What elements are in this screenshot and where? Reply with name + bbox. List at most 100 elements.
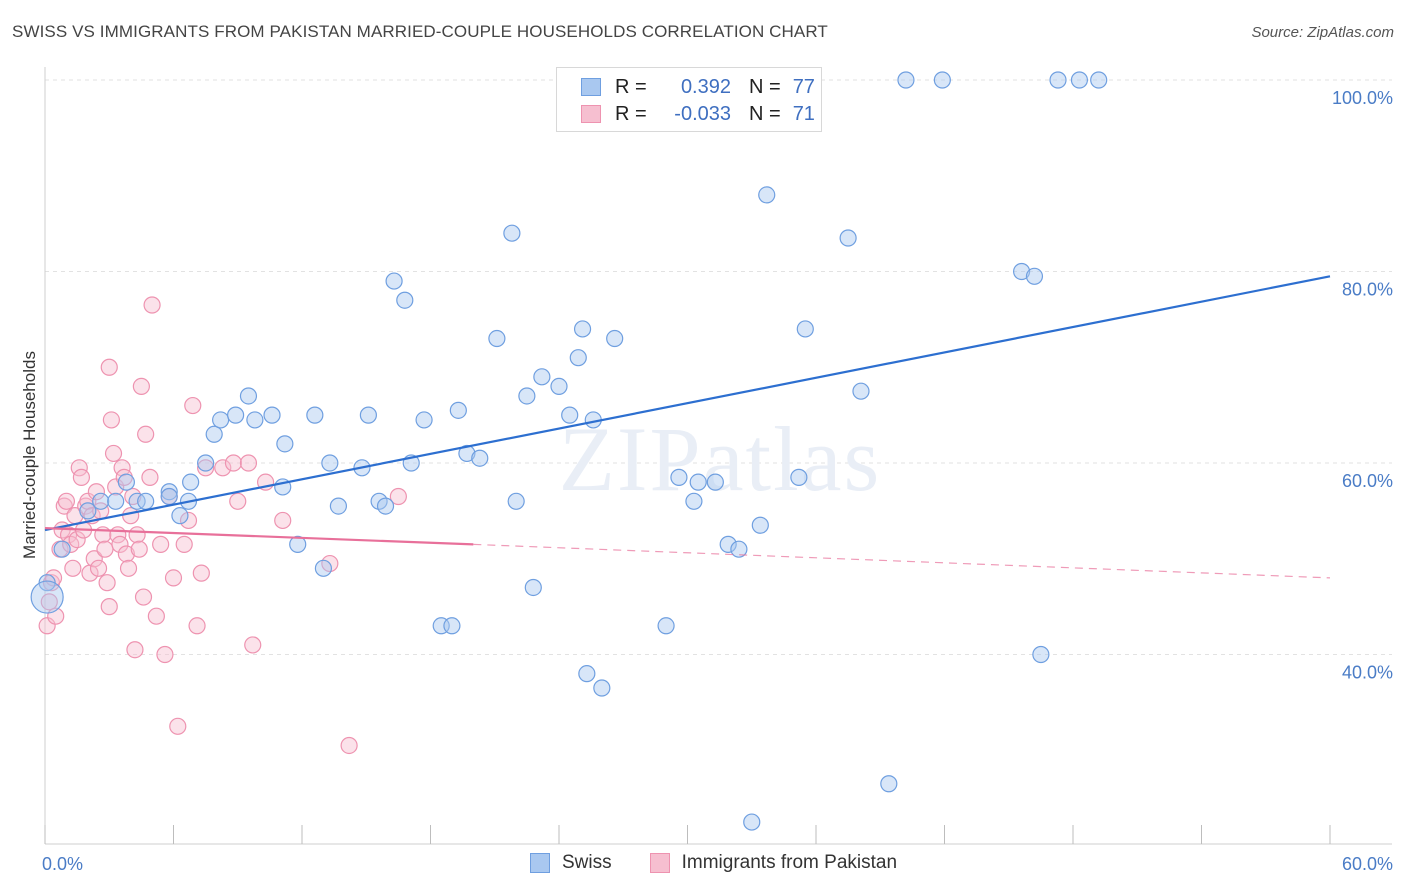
- pakistan-point: [274, 511, 292, 530]
- swiss-point: [443, 617, 461, 635]
- pakistan-point: [244, 636, 262, 654]
- swiss-point: [606, 329, 624, 348]
- pakistan-series: [38, 296, 407, 755]
- x-tick-label: 60.0%: [1342, 854, 1393, 874]
- pakistan-point: [134, 588, 153, 606]
- pakistan-point: [64, 559, 82, 577]
- pakistan-point: [164, 569, 183, 587]
- pakistan-point: [122, 507, 140, 525]
- pakistan-legend-swatch: [649, 853, 670, 873]
- swiss-point: [471, 449, 489, 467]
- swiss-point: [458, 444, 476, 463]
- swiss-point: [92, 492, 110, 510]
- correlation-legend: R = 0.392 N = 77 R = -0.033 N = 71: [556, 67, 822, 132]
- pakistan-point: [130, 540, 148, 558]
- swiss-point: [524, 578, 542, 597]
- pakistan-point: [239, 454, 258, 472]
- swiss-point: [533, 368, 551, 386]
- swiss-r-value: 0.392: [680, 75, 731, 98]
- pakistan-point: [57, 492, 76, 510]
- pakistan-point: [184, 396, 202, 415]
- y-tick-label: 60.0%: [1342, 471, 1393, 491]
- swiss-point: [670, 468, 688, 486]
- swiss-point: [289, 535, 307, 553]
- pakistan-point: [102, 411, 120, 429]
- swiss-r-label: R =: [615, 75, 647, 98]
- swiss-point: [321, 454, 339, 472]
- pakistan-trend-line: [44, 527, 474, 546]
- pakistan-point: [197, 459, 215, 477]
- swiss-point: [376, 497, 395, 515]
- pakistan-swatch: [581, 105, 601, 123]
- pakistan-n-label: N =: [749, 102, 781, 125]
- swiss-point: [839, 229, 857, 247]
- pakistan-point: [100, 358, 118, 376]
- pakistan-point: [85, 550, 103, 568]
- y-tick-label: 80.0%: [1342, 280, 1393, 300]
- pakistan-point: [111, 535, 129, 553]
- pakistan-point: [107, 478, 125, 496]
- pakistan-legend-label: Immigrants from Pakistan: [681, 852, 898, 873]
- swiss-point: [751, 516, 769, 534]
- pakistan-point: [117, 545, 135, 563]
- pakistan-point: [68, 530, 86, 549]
- swiss-point: [53, 540, 71, 558]
- swiss-point: [276, 435, 294, 453]
- pakistan-point: [192, 564, 210, 582]
- swiss-point: [396, 291, 414, 309]
- swiss-point: [1070, 71, 1089, 89]
- legend-item-pakistan: Immigrants from Pakistan: [649, 852, 898, 874]
- y-tick-label: 40.0%: [1342, 663, 1393, 683]
- swiss-point: [239, 387, 258, 405]
- swiss-point: [796, 320, 814, 338]
- axes: [44, 67, 1392, 845]
- pakistan-point: [89, 559, 108, 577]
- swiss-point: [415, 411, 433, 429]
- pakistan-point: [96, 540, 114, 558]
- swiss-point: [306, 406, 324, 424]
- swiss-point: [897, 71, 915, 89]
- pakistan-n-value: 71: [792, 102, 815, 125]
- swiss-n-label: N =: [749, 75, 781, 98]
- swiss-point: [197, 454, 215, 472]
- gridlines: [45, 79, 1392, 655]
- swiss-swatch: [581, 78, 601, 96]
- swiss-point: [137, 492, 155, 510]
- pakistan-point: [104, 444, 123, 463]
- swiss-point: [569, 349, 587, 367]
- pakistan-point: [175, 535, 193, 553]
- pakistan-point: [143, 296, 161, 314]
- watermark: ZIPatlas: [559, 408, 882, 510]
- pakistan-point: [72, 468, 91, 486]
- swiss-legend-swatch: [530, 853, 550, 873]
- pakistan-point: [100, 598, 118, 616]
- pakistan-point: [137, 425, 155, 443]
- swiss-point: [1025, 267, 1044, 285]
- x-tick-label: 0.0%: [42, 854, 83, 874]
- legend-row-swiss: R = 0.392 N = 77: [581, 74, 815, 100]
- pakistan-point: [132, 377, 150, 395]
- swiss-point: [657, 617, 675, 635]
- swiss-point: [182, 473, 200, 491]
- swiss-point: [160, 487, 178, 506]
- pakistan-point: [126, 641, 144, 659]
- swiss-point: [1032, 645, 1050, 664]
- swiss-point: [1049, 71, 1067, 89]
- pakistan-point: [188, 617, 206, 635]
- swiss-point: [1012, 262, 1031, 281]
- pakistan-trend-extension: [473, 543, 1331, 579]
- tick-labels: 40.0% 60.0% 80.0% 100.0% 0.0% 60.0%: [42, 88, 1393, 874]
- series-legend: Swiss Immigrants from Pakistan: [530, 852, 935, 874]
- legend-row-pakistan: R = -0.033 N = 71: [581, 101, 815, 127]
- swiss-series: [30, 71, 1108, 831]
- swiss-point: [79, 502, 97, 520]
- swiss-point: [730, 540, 748, 558]
- pakistan-point: [152, 535, 170, 553]
- y-tick-label: 100.0%: [1332, 88, 1393, 108]
- swiss-point: [263, 406, 281, 424]
- pakistan-point: [389, 487, 407, 506]
- pakistan-point: [156, 645, 174, 664]
- pakistan-point: [229, 492, 247, 510]
- swiss-n-value: 77: [792, 75, 815, 98]
- source-credit: Source: ZipAtlas.com: [1251, 24, 1394, 41]
